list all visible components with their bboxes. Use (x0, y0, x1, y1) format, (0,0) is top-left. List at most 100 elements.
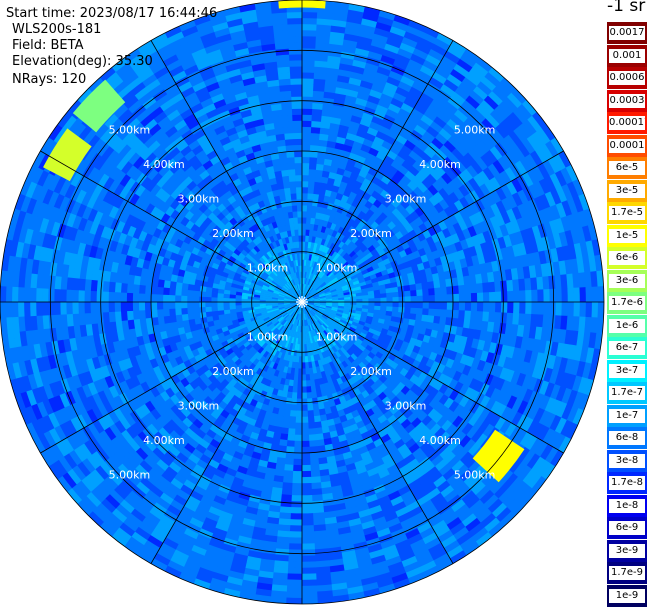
range-gate-bin (338, 302, 345, 305)
range-gate-bin (489, 176, 502, 191)
range-gate-bin (168, 308, 176, 316)
range-gate-bin (0, 285, 7, 302)
range-gate-bin (17, 286, 25, 302)
range-gate-bin (346, 319, 354, 325)
range-gate-bin (406, 324, 415, 333)
range-gate-bin (283, 464, 294, 472)
range-gate-bin (316, 12, 333, 20)
range-gate-bin (293, 446, 302, 454)
range-gate-bin (302, 126, 312, 134)
range-gate-bin (138, 309, 146, 320)
range-gate-bin (312, 274, 318, 282)
range-gate-bin (408, 190, 420, 202)
range-gate-bin (414, 387, 425, 398)
range-gate-bin (395, 134, 408, 146)
range-gate-bin (378, 314, 386, 320)
range-gate-bin (428, 76, 445, 90)
range-gate-bin (344, 296, 351, 300)
range-gate-bin (480, 76, 497, 92)
range-gate-bin (320, 121, 331, 130)
range-gate-bin (436, 330, 445, 340)
range-gate-bin (508, 232, 519, 247)
range-gate-bin (397, 81, 413, 93)
range-gate-bin (366, 56, 381, 67)
range-gate-bin (446, 73, 463, 88)
range-gate-bin (380, 119, 393, 130)
range-gate-bin (534, 440, 549, 458)
range-gate-bin (362, 138, 374, 148)
range-gate-bin (305, 235, 310, 242)
range-gate-bin (452, 309, 460, 319)
range-gate-bin (336, 254, 343, 262)
range-gate-bin (311, 488, 323, 496)
range-gate-bin (327, 49, 343, 58)
range-gate-bin (399, 268, 408, 276)
range-gate-bin (508, 458, 523, 474)
range-gate-bin (302, 192, 308, 200)
range-gate-bin (343, 294, 351, 298)
range-gate-bin (90, 301, 97, 314)
range-gate-bin (335, 286, 343, 291)
range-gate-bin (374, 170, 385, 181)
range-gate-bin (312, 518, 326, 526)
range-gate-bin (302, 235, 306, 242)
range-gate-bin (306, 294, 313, 299)
range-gate-bin (395, 203, 406, 214)
range-gate-bin (301, 555, 316, 563)
range-gate-bin (430, 265, 439, 275)
range-gate-bin (301, 531, 315, 538)
range-gate-bin (346, 340, 354, 347)
range-gate-bin (354, 238, 363, 247)
range-gate-bin (433, 315, 441, 325)
range-gate-bin (547, 156, 561, 174)
range-gate-bin (356, 298, 363, 303)
range-gate-bin (312, 512, 325, 520)
range-gate-bin (286, 585, 302, 593)
range-gate-bin (399, 227, 409, 237)
range-gate-bin (301, 537, 315, 544)
range-gate-bin (396, 280, 404, 288)
range-gate-bin (542, 314, 550, 329)
range-gate-bin (555, 288, 563, 303)
range-gate-bin (531, 475, 547, 493)
range-gate-bin (470, 161, 484, 175)
range-gate-bin (597, 286, 604, 303)
range-gate-bin (334, 92, 347, 102)
range-gate-bin (566, 373, 577, 391)
range-gate-bin (327, 134, 338, 143)
range-gate-bin (5, 301, 13, 318)
range-gate-bin (531, 289, 538, 303)
range-gate-bin (320, 316, 327, 322)
range-gate-bin (570, 330, 579, 347)
range-gate-bin (313, 306, 320, 310)
range-gate-bin (399, 328, 408, 336)
range-gate-bin (436, 176, 448, 189)
range-gate-bin (532, 111, 547, 129)
range-gate-bin (321, 170, 330, 178)
range-gate-bin (342, 326, 350, 332)
range-gate-bin (324, 291, 332, 295)
range-gate-bin (482, 340, 492, 353)
range-gate-bin (476, 232, 487, 245)
range-gate-bin (458, 208, 470, 221)
range-gate-bin (54, 301, 61, 315)
range-gate-bin (533, 196, 545, 212)
range-gate-bin (333, 148, 344, 157)
range-gate-bin (156, 301, 164, 310)
range-gate-bin (389, 276, 397, 284)
range-gate-bin (409, 284, 417, 291)
range-gate-bin (313, 224, 319, 232)
range-gate-bin (404, 155, 417, 167)
range-gate-bin (322, 103, 334, 112)
range-gate-bin (352, 265, 360, 272)
range-gate-bin (311, 114, 322, 122)
range-gate-bin (576, 257, 585, 274)
range-gate-bin (512, 107, 528, 124)
range-gate-bin (451, 131, 465, 145)
range-gate-bin (287, 434, 296, 442)
range-gate-bin (354, 286, 362, 291)
range-gate-bin (535, 147, 549, 164)
range-gate-bin (339, 319, 347, 325)
range-gate-bin (560, 167, 573, 185)
range-gate-bin (66, 289, 73, 302)
